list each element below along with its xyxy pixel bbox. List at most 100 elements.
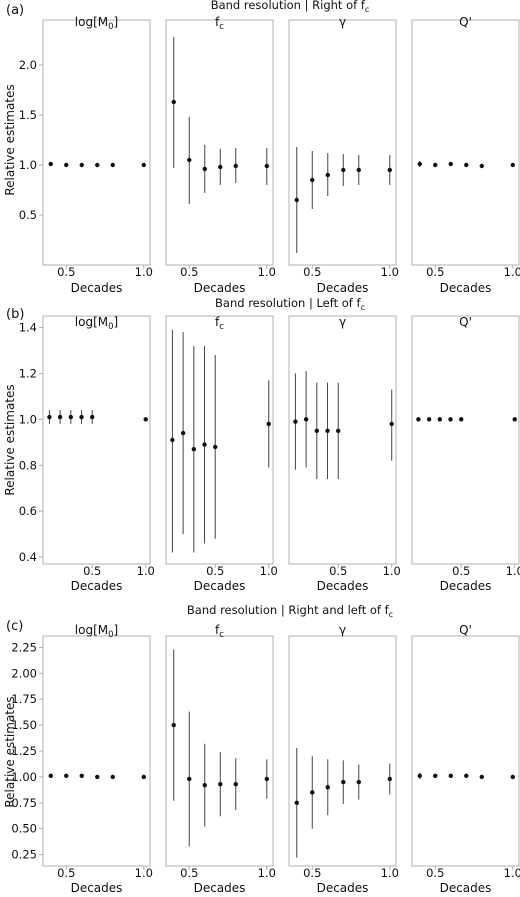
y-tick-label: 1.5: [19, 108, 37, 122]
x-tick-label: 1.0: [137, 564, 155, 578]
data-point: [170, 437, 175, 443]
subplot-2: fc 0.5 1.0 Decades: [165, 15, 276, 295]
subplot-title-main: f: [215, 623, 220, 637]
x-tick-label: 0.5: [180, 265, 198, 279]
subplot-title: log[M0]: [75, 15, 118, 32]
x-tick-label: 0.5: [180, 866, 198, 880]
data-point: [448, 773, 453, 779]
y-tick-label: 1.25: [11, 744, 37, 758]
data-point: [171, 99, 176, 105]
data-point: [512, 417, 517, 422]
data-point: [233, 163, 238, 169]
x-tick-label: 1.0: [381, 265, 399, 279]
data-point: [459, 417, 464, 422]
panel-b: (b)Band resolution | Left of fcRelative …: [3, 296, 520, 593]
y-tick-label: 0.4: [19, 550, 37, 564]
data-point: [336, 428, 341, 434]
y-tick-label: 0.75: [11, 796, 37, 810]
panel-title: Band resolution | Right and left of fc: [187, 603, 393, 619]
data-point: [218, 164, 223, 170]
data-point: [310, 790, 315, 795]
subplot-frame: [42, 635, 151, 867]
subplot-4: Q' 0.5 1.0 Decades: [411, 315, 520, 593]
subplot-title: log[M0]: [75, 623, 118, 640]
data-point: [293, 419, 298, 424]
panel-label: (a): [6, 3, 24, 18]
data-point: [387, 776, 392, 782]
panel-title-sub: c: [361, 303, 365, 312]
data-point: [356, 779, 361, 785]
subplot-title: γ: [339, 15, 346, 29]
x-tick-label: 1.0: [381, 866, 399, 880]
x-tick-label: 0.5: [452, 564, 470, 578]
data-point: [79, 162, 84, 168]
x-axis-label: Decades: [440, 881, 492, 895]
x-axis-label: Decades: [440, 281, 492, 295]
subplot-title-sub: c: [219, 22, 224, 32]
y-axis-label: Relative estimates: [3, 84, 17, 195]
data-point: [264, 776, 269, 782]
y-axis-label: Relative estimates: [3, 696, 17, 807]
x-axis-label: Decades: [194, 579, 246, 593]
data-point: [202, 166, 207, 172]
panel-title-sub: c: [389, 610, 393, 619]
data-point: [95, 162, 100, 168]
data-point: [294, 197, 299, 203]
data-point: [303, 417, 309, 422]
subplot-title-main: γ: [339, 315, 346, 329]
y-tick-label: 1.75: [11, 692, 37, 706]
data-point: [110, 774, 115, 780]
data-point: [510, 774, 515, 780]
y-tick-label: 1.2: [19, 366, 37, 380]
subplot-title-main: γ: [339, 623, 346, 637]
subplot-title-sub: 0: [108, 630, 113, 640]
subplot-frame: [165, 635, 274, 867]
panel-title-sub: c: [365, 5, 369, 14]
data-point: [314, 428, 320, 434]
data-point: [143, 417, 148, 422]
data-point: [57, 414, 63, 420]
subplot-2: fc 0.5 1.0 Decades: [165, 623, 276, 895]
data-point: [325, 172, 330, 178]
subplot-1: log[M0] 0.5 1.0 Decades: [42, 15, 153, 295]
panel-label: (b): [6, 307, 24, 322]
subplot-title-sub: 0: [108, 22, 113, 32]
x-tick-label: 1.0: [258, 265, 276, 279]
data-point: [448, 161, 453, 167]
data-point: [47, 414, 52, 420]
subplot-4: Q' 0.5 1.0 Decades: [411, 15, 520, 295]
x-axis-label: Decades: [194, 281, 246, 295]
data-point: [266, 421, 271, 427]
x-axis-label: Decades: [194, 881, 246, 895]
data-point: [48, 161, 53, 167]
data-point: [202, 782, 207, 788]
subplot-1: log[M0] 0.5 1.0 Decades: [42, 315, 155, 593]
data-point: [110, 162, 115, 168]
data-point: [141, 162, 146, 168]
x-tick-label: 0.5: [57, 866, 75, 880]
subplot-title-sub: c: [219, 630, 224, 640]
subplot-title: γ: [339, 623, 346, 637]
x-tick-label: 1.0: [135, 866, 153, 880]
y-tick-label: 1.0: [19, 158, 37, 172]
data-point: [79, 773, 84, 779]
x-tick-label: 1.0: [504, 265, 520, 279]
data-point: [233, 781, 238, 787]
data-point: [448, 417, 453, 422]
panel-title-main: Band resolution | Left of f: [215, 296, 361, 310]
data-point: [437, 417, 443, 422]
data-point: [416, 417, 421, 422]
y-tick-label: 0.25: [11, 848, 37, 862]
x-tick-label: 1.0: [260, 564, 278, 578]
x-tick-label: 0.5: [303, 866, 321, 880]
data-point: [187, 157, 192, 163]
data-point: [64, 773, 69, 779]
subplot-title: Q': [459, 315, 472, 329]
data-point: [389, 421, 394, 427]
subplot-title: γ: [339, 315, 346, 329]
data-point: [213, 444, 218, 450]
data-point: [464, 773, 469, 779]
data-point: [64, 162, 69, 168]
data-point: [141, 774, 146, 780]
